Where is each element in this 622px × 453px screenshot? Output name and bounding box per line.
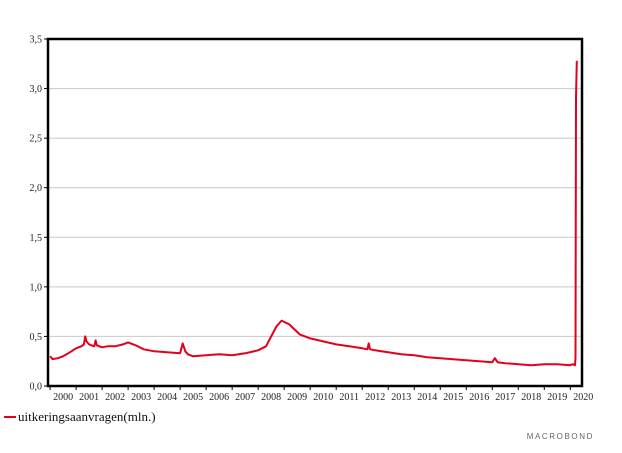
series-group [49,60,578,367]
y-tick-label: 3,5 [30,35,43,46]
x-tick-label: 2001 [79,392,99,403]
x-tick-label: 2020 [573,392,593,403]
y-tick-label: 1,5 [30,233,43,244]
x-tick-label: 2018 [521,392,541,403]
y-axis: 0,0 0,5 1,0 1,5 2,0 2,5 3,0 3,5 [30,35,48,393]
x-tick-label: 2003 [131,392,151,403]
x-tick-label: 2010 [313,392,333,403]
x-tick-label: 2012 [365,392,385,403]
x-axis: 2000 2001 2002 2003 2004 2005 2006 2007 2008 2009… [49,386,593,403]
gridlines [48,88,582,337]
x-tick-label: 2005 [183,392,203,403]
x-tick-label: 2011 [339,392,359,403]
x-tick-label: 2009 [287,392,307,403]
y-tick-label: 2,0 [30,183,43,194]
y-tick-label: 0,0 [30,382,43,393]
x-tick-label: 2007 [235,392,255,403]
legend: uitkeringsaanvragen(mln.) [4,409,156,425]
x-tick-label: 2004 [157,392,177,403]
x-tick-label: 2015 [443,392,463,403]
x-tick-label: 2016 [469,392,489,403]
series-line [49,60,578,367]
x-tick-label: 2017 [495,392,515,403]
x-tick-label: 2019 [547,392,567,403]
x-tick-label: 2002 [105,392,125,403]
x-tick-label: 2014 [417,392,437,403]
legend-label: uitkeringsaanvragen(mln.) [18,409,156,424]
legend-swatch [4,416,16,418]
y-tick-label: 3,0 [30,84,43,95]
y-tick-label: 0,5 [30,332,43,343]
x-tick-label: 2008 [261,392,281,403]
y-tick-label: 1,0 [30,282,43,293]
brand-watermark: MACROBOND [526,432,594,441]
x-tick-label: 2006 [209,392,229,403]
x-tick-label: 2013 [391,392,411,403]
x-tick-label: 2000 [53,392,73,403]
y-tick-label: 2,5 [30,134,43,145]
plot-frame [46,37,584,388]
